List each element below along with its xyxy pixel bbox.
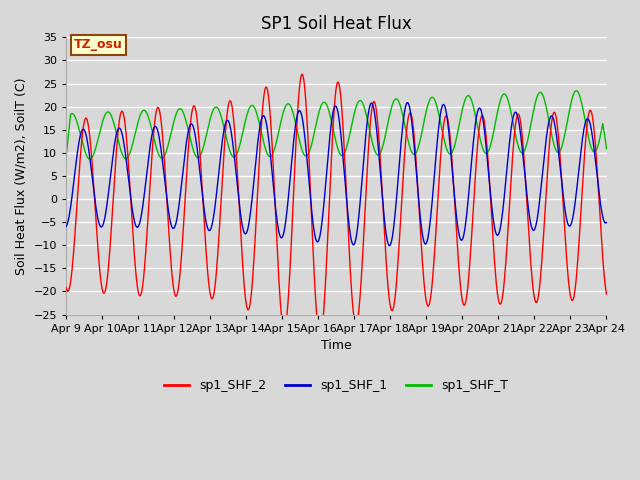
sp1_SHF_1 (182, 140, 190, 146)
sp1_SHF_T (573, 88, 580, 94)
Line: sp1_SHF_1: sp1_SHF_1 (66, 103, 607, 246)
Y-axis label: Soil Heat Flux (W/m2), SoilT (C): Soil Heat Flux (W/m2), SoilT (C) (15, 77, 28, 275)
sp1_SHF_2 (72, 218, 80, 224)
sp1_SHF_2 (316, 334, 324, 340)
sp1_SHF_1 (72, 162, 80, 168)
Line: sp1_SHF_2: sp1_SHF_2 (66, 74, 607, 337)
sp1_SHF_1 (603, 219, 611, 225)
sp1_SHF_2 (403, 121, 411, 127)
Title: SP1 Soil Heat Flux: SP1 Soil Heat Flux (261, 15, 412, 33)
sp1_SHF_T (212, 104, 220, 110)
sp1_SHF_T (183, 122, 191, 128)
sp1_SHF_2 (298, 72, 306, 77)
sp1_SHF_1 (385, 243, 393, 249)
sp1_SHF_2 (211, 284, 219, 290)
sp1_SHF_1 (62, 224, 70, 229)
sp1_SHF_2 (419, 269, 427, 275)
sp1_SHF_1 (403, 101, 410, 107)
X-axis label: Time: Time (321, 339, 351, 352)
sp1_SHF_2 (62, 285, 70, 290)
sp1_SHF_T (129, 143, 136, 148)
sp1_SHF_1 (419, 235, 427, 241)
sp1_SHF_1 (403, 100, 411, 106)
Line: sp1_SHF_T: sp1_SHF_T (66, 91, 607, 159)
sp1_SHF_T (403, 131, 410, 136)
Legend: sp1_SHF_2, sp1_SHF_1, sp1_SHF_T: sp1_SHF_2, sp1_SHF_1, sp1_SHF_T (159, 374, 513, 397)
sp1_SHF_T (603, 146, 611, 152)
sp1_SHF_2 (603, 291, 611, 297)
sp1_SHF_T (62, 155, 70, 161)
Text: TZ_osu: TZ_osu (74, 38, 123, 51)
sp1_SHF_T (419, 127, 426, 133)
sp1_SHF_2 (127, 208, 135, 214)
sp1_SHF_1 (211, 204, 219, 210)
sp1_SHF_2 (182, 176, 190, 182)
sp1_SHF_1 (127, 201, 135, 207)
sp1_SHF_T (72, 116, 80, 121)
sp1_SHF_T (86, 156, 94, 162)
